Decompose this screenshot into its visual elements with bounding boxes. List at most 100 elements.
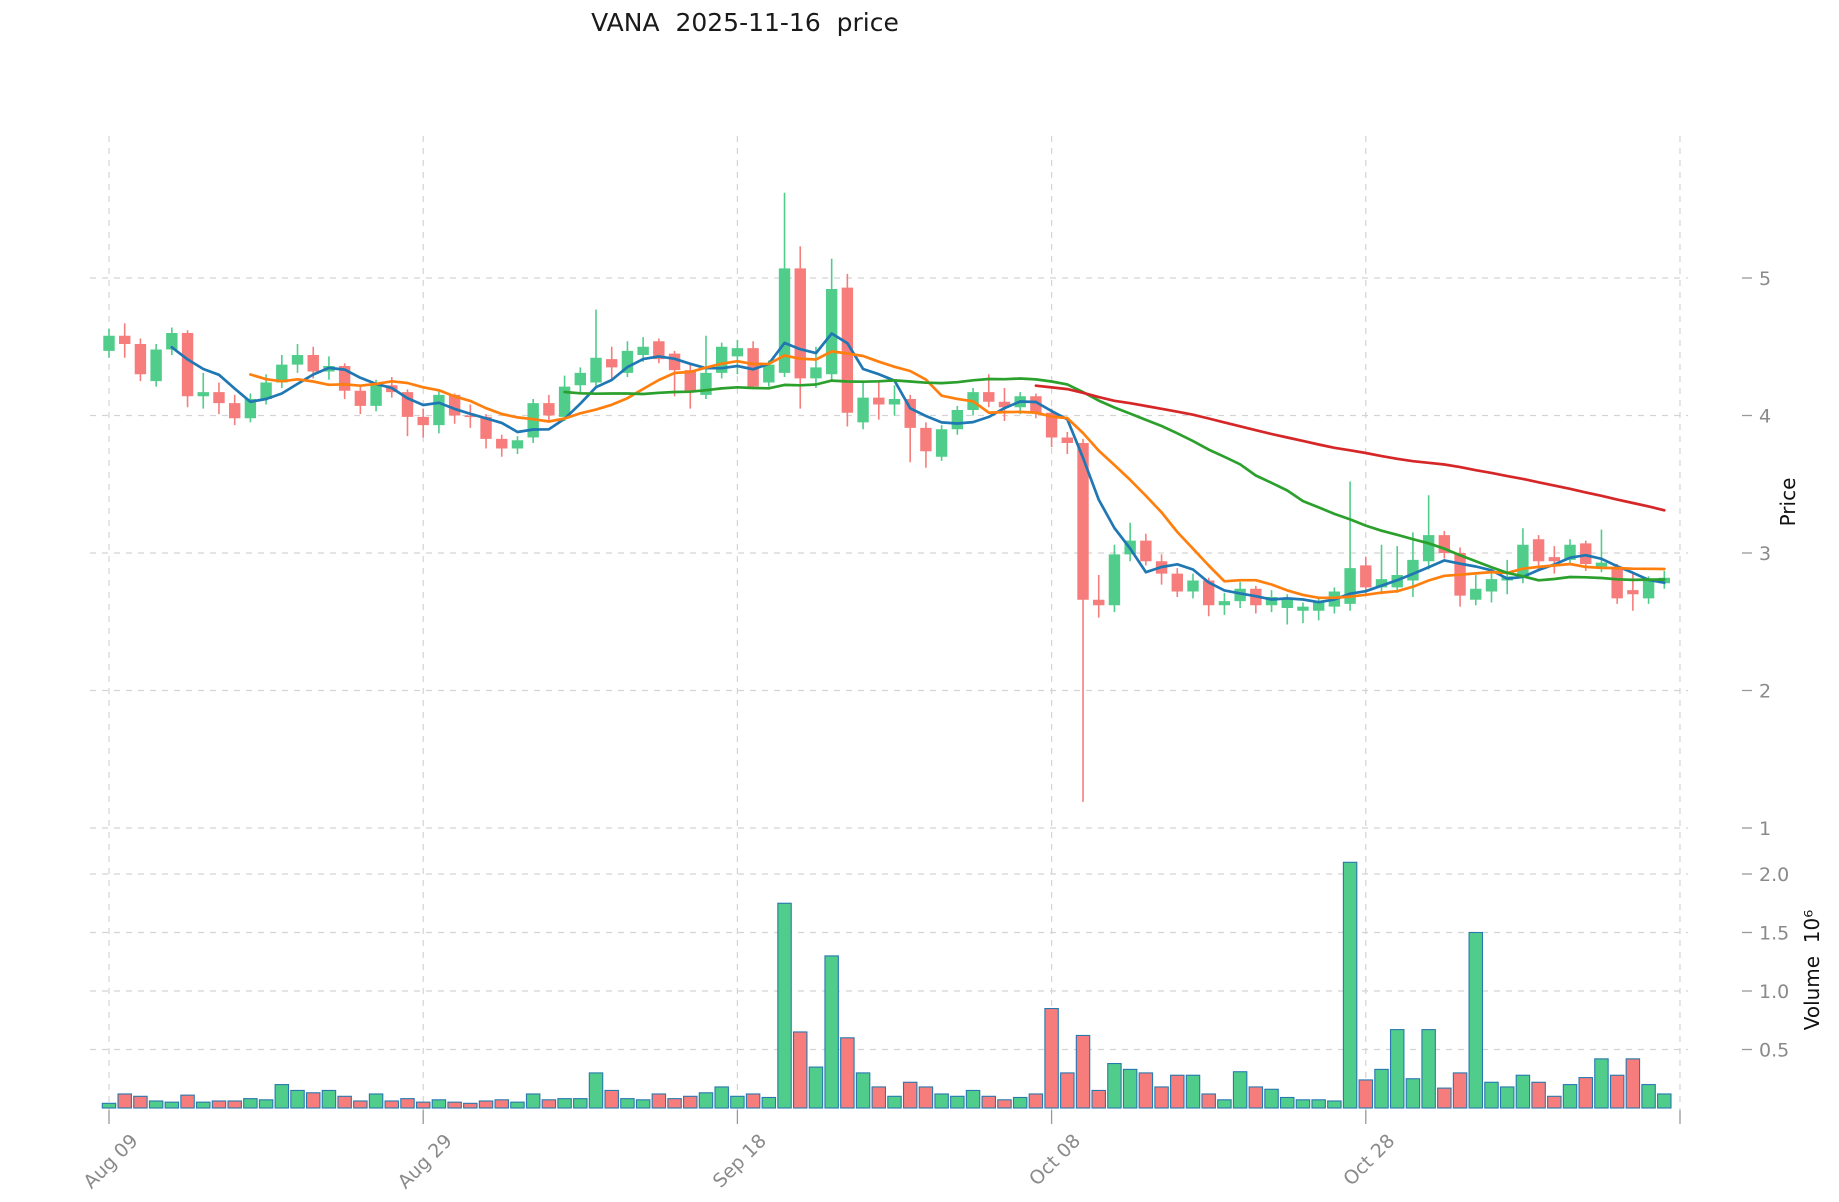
candle-down [119,335,131,344]
candle-up [1265,597,1278,606]
volume-bar [400,1098,415,1109]
volume-bar [604,1089,619,1109]
candle-up [1281,599,1293,608]
candle-down [904,399,916,428]
volume-tick-label: 0.5 [1759,1040,1789,1062]
volume-bar [1405,1078,1421,1109]
volume-bar [1327,1100,1342,1109]
candle-up [276,364,288,383]
gridlines [90,136,1688,1110]
volume-bar [792,1031,808,1109]
candle-up [291,355,304,365]
candle-down [338,366,351,391]
volume-bar [808,1066,824,1109]
volume-bar [1170,1074,1185,1109]
candle-down [794,268,806,379]
volume-bar [1547,1095,1562,1109]
ma-line-30 [563,377,1666,582]
volume-bar [164,1101,180,1109]
axis-labels: 1 2 3 4 5 0.5 1.0 1.5 2.0 Aug 09 Aug 29 Sep 18 Oct 0… [79,268,1789,1193]
volume-bar [635,1099,651,1109]
candle-down [480,416,492,439]
candle-up [810,367,822,379]
candle-up [1595,562,1608,567]
candle-up [103,335,115,351]
candle-up [1517,544,1529,578]
volume-bar [510,1101,525,1109]
candle-down [873,397,885,405]
candle-up [888,399,901,405]
volume-bar [714,1086,729,1109]
candle-up [715,346,728,373]
candle-up [1375,579,1388,588]
volume-bar [1248,1086,1264,1109]
candle-down [998,401,1011,408]
volume-bar [1295,1099,1311,1109]
volume-bar [588,1072,604,1109]
volume-bar [1594,1058,1609,1109]
ma-line-10 [249,350,1666,600]
candle-down [213,392,225,404]
volume-bar [1499,1086,1515,1109]
candle-down [181,333,194,397]
volume-bar [305,1092,321,1109]
volume-bar [997,1099,1012,1109]
candle-up [621,350,634,373]
candle-up [1564,544,1576,560]
price-axis-label: Price [1776,477,1800,527]
volume-bar [101,1102,117,1109]
candle-up [700,372,712,395]
x-tick-label: Oct 28 [1339,1130,1399,1190]
volume-bar [1342,861,1358,1109]
candle-up [1642,580,1655,599]
candle-down [747,348,759,387]
volume-bar [934,1093,949,1109]
volume-bar [196,1101,211,1109]
x-tick-label: Oct 08 [1025,1130,1085,1190]
candle-up [1407,559,1419,581]
candle-up [558,386,571,417]
volume-bar [1138,1072,1154,1109]
candle-up [825,289,838,375]
candle-down [417,416,429,426]
candle-up [370,385,382,406]
candle-down [1627,590,1639,595]
candle-up [574,372,586,386]
candle-down [307,355,319,372]
candle-down [228,403,241,419]
price-tick-label: 5 [1759,268,1771,290]
candle-down [1532,539,1545,562]
candle-up [1422,535,1435,562]
volume-bar [557,1098,572,1109]
candle-down [1140,540,1152,562]
volume-bar [981,1095,997,1109]
candle-up [1485,579,1498,592]
candle-down [920,427,932,452]
volume-bar [950,1095,965,1109]
x-tick-label: Aug 09 [79,1130,142,1193]
volume-tick-label: 2.0 [1759,864,1789,886]
candle-down [543,403,555,416]
candle-up [433,394,445,426]
volume-bar [415,1101,431,1109]
volume-bar [321,1089,337,1109]
volume-bar [541,1099,557,1109]
volume-bar [447,1101,462,1109]
volume-bar [258,1099,274,1109]
candle-down [354,390,367,406]
candle-up [857,397,869,423]
price-tick-label: 1 [1759,818,1771,840]
candle-down [1171,573,1183,592]
volume-bar [337,1095,352,1109]
volume-bar [1609,1074,1625,1109]
volume-bar [1091,1089,1106,1109]
candle-up [763,364,775,383]
candle-down [1203,580,1215,606]
volume-bar [573,1098,588,1109]
candle-down [448,394,461,416]
volume-bar [667,1098,682,1109]
volume-bar [1264,1088,1279,1109]
candle-up [731,348,744,357]
volume-bar [1578,1077,1593,1109]
